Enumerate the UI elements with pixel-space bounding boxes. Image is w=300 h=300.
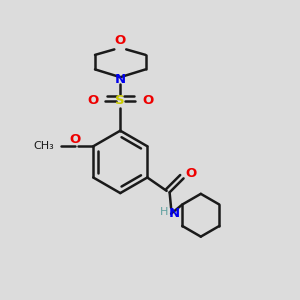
Text: H: H [160, 207, 168, 217]
Text: S: S [116, 94, 125, 107]
Text: O: O [115, 34, 126, 47]
Text: CH₃: CH₃ [33, 141, 54, 151]
Text: O: O [186, 167, 197, 179]
Text: N: N [115, 73, 126, 86]
Text: O: O [69, 133, 80, 146]
Text: N: N [169, 207, 180, 220]
Text: O: O [142, 94, 153, 107]
Text: O: O [87, 94, 99, 107]
